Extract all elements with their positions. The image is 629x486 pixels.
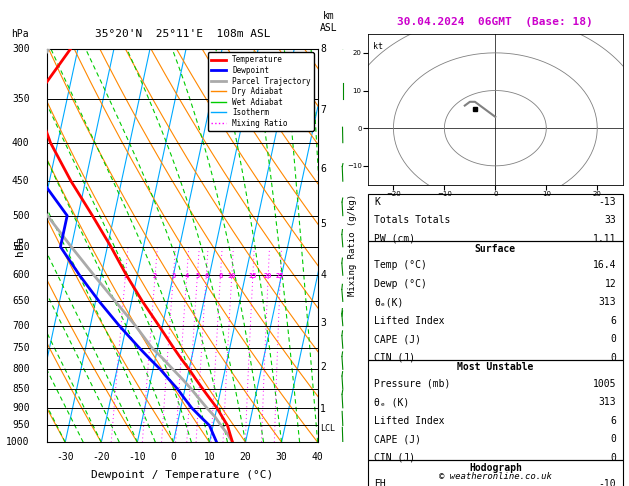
Text: 313: 313 [599,297,616,307]
Text: 1.11: 1.11 [593,234,616,244]
Text: 4: 4 [320,270,326,280]
Text: 15: 15 [248,273,257,279]
Text: 20: 20 [240,452,252,462]
Text: -10: -10 [599,479,616,486]
Text: 7: 7 [320,105,326,115]
Text: 500: 500 [12,210,30,221]
Text: 40: 40 [312,452,323,462]
Text: 5: 5 [320,219,326,229]
Text: 600: 600 [12,270,30,280]
Text: 35°20'N  25°11'E  108m ASL: 35°20'N 25°11'E 108m ASL [94,29,270,39]
Text: -10: -10 [128,452,146,462]
Text: 0: 0 [611,434,616,444]
Text: Dewpoint / Temperature (°C): Dewpoint / Temperature (°C) [91,470,274,480]
Text: 8: 8 [218,273,223,279]
Text: hPa: hPa [11,29,29,39]
Text: Lifted Index: Lifted Index [374,416,445,426]
Text: Mixing Ratio (g/kg): Mixing Ratio (g/kg) [348,194,357,296]
Text: 20: 20 [264,273,272,279]
Text: 850: 850 [12,384,30,394]
Text: Surface: Surface [475,243,516,254]
Text: CAPE (J): CAPE (J) [374,334,421,344]
Text: 33: 33 [604,215,616,226]
Text: 3: 3 [320,318,326,328]
Text: 6: 6 [204,273,208,279]
Text: 0: 0 [611,334,616,344]
Legend: Temperature, Dewpoint, Parcel Trajectory, Dry Adiabat, Wet Adiabat, Isotherm, Mi: Temperature, Dewpoint, Parcel Trajectory… [208,52,314,131]
Text: CIN (J): CIN (J) [374,453,415,463]
Text: -20: -20 [92,452,110,462]
Text: 700: 700 [12,321,30,330]
Text: CAPE (J): CAPE (J) [374,434,421,444]
Text: 300: 300 [12,44,30,53]
Text: 5: 5 [195,273,199,279]
Text: 550: 550 [12,242,30,252]
Text: 1000: 1000 [6,437,30,447]
Text: 6: 6 [611,416,616,426]
Text: 400: 400 [12,138,30,148]
Text: 6: 6 [320,164,326,174]
Text: 4: 4 [184,273,189,279]
Text: θₑ(K): θₑ(K) [374,297,404,307]
Text: 750: 750 [12,343,30,353]
Text: 16.4: 16.4 [593,260,616,270]
Text: 450: 450 [12,176,30,186]
Text: EH: EH [374,479,386,486]
Text: Lifted Index: Lifted Index [374,315,445,326]
Text: 10: 10 [204,452,215,462]
Text: 0: 0 [611,453,616,463]
Text: 30.04.2024  06GMT  (Base: 18): 30.04.2024 06GMT (Base: 18) [398,17,593,27]
Text: 950: 950 [12,420,30,431]
Text: Hodograph: Hodograph [469,463,522,473]
Text: 10: 10 [228,273,236,279]
Text: CIN (J): CIN (J) [374,352,415,363]
Text: 1: 1 [123,273,128,279]
Text: 0: 0 [170,452,176,462]
Text: θₑ (K): θₑ (K) [374,398,409,407]
Text: 8: 8 [320,44,326,53]
Text: Totals Totals: Totals Totals [374,215,450,226]
Text: 30: 30 [276,452,287,462]
Text: 12: 12 [604,278,616,289]
Text: 3: 3 [171,273,175,279]
Text: 800: 800 [12,364,30,374]
Text: PW (cm): PW (cm) [374,234,415,244]
Text: 6: 6 [611,315,616,326]
Text: 900: 900 [12,403,30,413]
Text: km
ASL: km ASL [320,11,337,33]
Text: LCL: LCL [320,424,335,434]
Text: 25: 25 [276,273,284,279]
Text: 2: 2 [320,362,326,372]
Text: 1005: 1005 [593,379,616,389]
Text: 350: 350 [12,94,30,104]
Text: 1: 1 [320,403,326,414]
Text: Most Unstable: Most Unstable [457,363,533,372]
Text: -13: -13 [599,197,616,207]
Text: Dewp (°C): Dewp (°C) [374,278,427,289]
Text: K: K [374,197,380,207]
Text: Temp (°C): Temp (°C) [374,260,427,270]
Text: 0: 0 [611,352,616,363]
Text: © weatheronline.co.uk: © weatheronline.co.uk [439,472,552,481]
Text: hPa: hPa [15,235,25,256]
Text: 313: 313 [599,398,616,407]
Text: -30: -30 [57,452,74,462]
Text: kt: kt [373,42,383,51]
Text: 650: 650 [12,296,30,306]
Text: 2: 2 [153,273,157,279]
Text: Pressure (mb): Pressure (mb) [374,379,450,389]
